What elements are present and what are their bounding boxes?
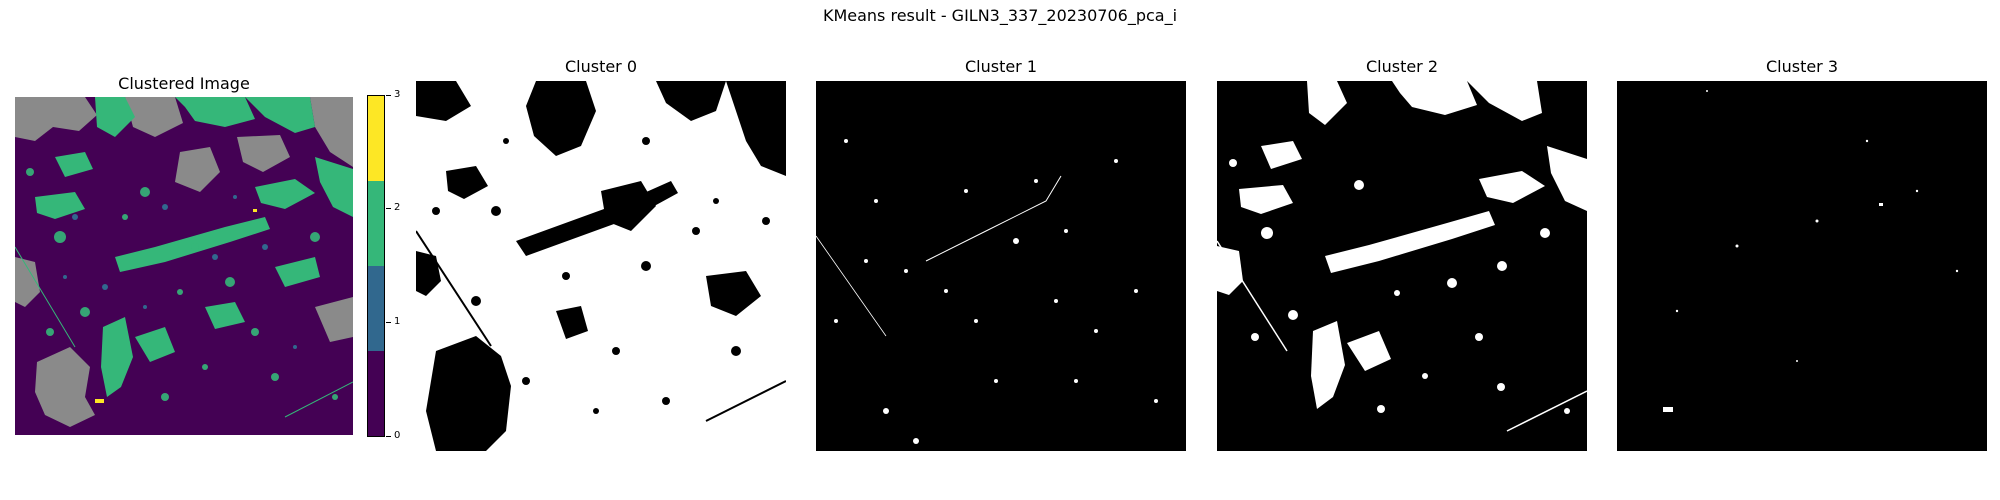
figure-title: KMeans result - GILN3_337_20230706_pca_i <box>822 6 1178 25</box>
panel-title-clustered-image: Clustered Image <box>118 74 250 93</box>
cluster-2-mask <box>1217 81 1587 451</box>
colorbar-segment-2 <box>368 181 384 266</box>
cluster-0-mask <box>416 81 786 451</box>
clustered-image <box>15 97 353 435</box>
colorbar-tick-label-2: 2 <box>394 202 401 213</box>
colorbar-tick-label-1: 1 <box>394 316 401 327</box>
panel-title-cluster-3: Cluster 3 <box>1765 57 1839 76</box>
cluster-1-mask <box>816 81 1186 451</box>
colorbar-segment-1 <box>368 266 384 351</box>
panel-title-cluster-0: Cluster 0 <box>564 57 638 76</box>
panel-title-cluster-2: Cluster 2 <box>1365 57 1439 76</box>
colorbar-tick <box>386 208 391 209</box>
cluster-3-mask <box>1617 81 1987 451</box>
panel-title-cluster-1: Cluster 1 <box>964 57 1038 76</box>
colorbar-segment-0 <box>368 351 384 436</box>
colorbar-tick <box>386 95 391 96</box>
colorbar-tick <box>386 436 391 437</box>
colorbar-tick-label-3: 3 <box>394 89 401 100</box>
colorbar-segment-3 <box>368 96 384 181</box>
colorbar-tick-label-0: 0 <box>394 430 401 441</box>
colorbar <box>367 95 385 437</box>
colorbar-tick <box>386 322 391 323</box>
